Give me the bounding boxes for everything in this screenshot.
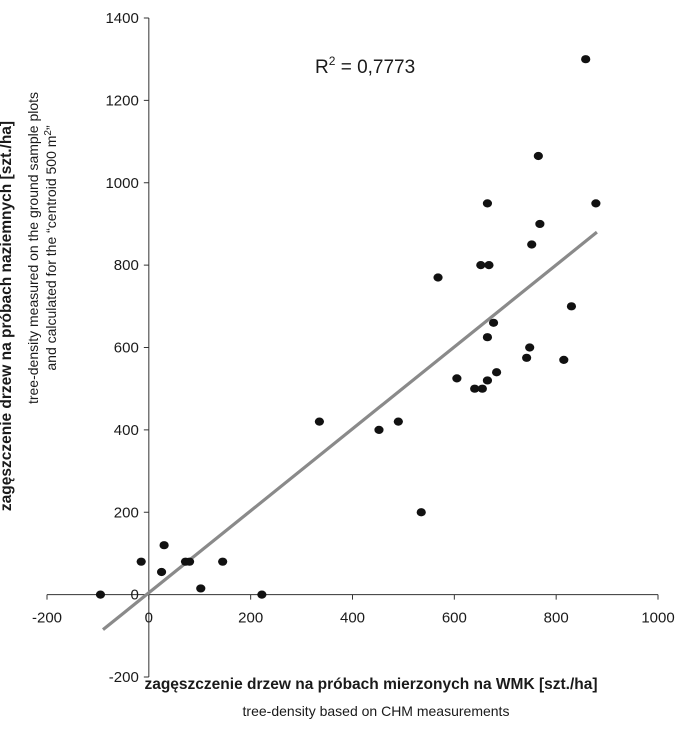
data-point (488, 318, 499, 327)
data-point (433, 273, 443, 282)
x-ticks: -200 0 200 400 600 800 1000 (32, 594, 675, 627)
data-point (470, 384, 480, 393)
data-point (452, 374, 462, 383)
data-point (196, 584, 206, 593)
data-point (482, 199, 493, 208)
x-tick-label: 0 (145, 610, 153, 627)
y-tick-label: 400 (114, 422, 139, 439)
x-tick-label: 800 (544, 610, 569, 627)
data-point (159, 541, 169, 550)
y-tick-label: 200 (114, 504, 139, 521)
data-point (522, 353, 532, 362)
data-point (559, 355, 569, 364)
data-point (218, 557, 228, 566)
data-point (374, 425, 384, 434)
data-point (491, 368, 502, 377)
data-point (416, 508, 426, 517)
x-tick-label: 400 (340, 610, 365, 627)
data-points (95, 55, 601, 599)
y-tick-label: 800 (114, 257, 139, 274)
x-axis-sublabel: tree-density based on CHM measurements (243, 703, 510, 719)
data-point (156, 567, 167, 577)
data-point (527, 240, 537, 249)
x-tick-label: 200 (238, 610, 263, 627)
data-point (482, 376, 493, 385)
data-point (95, 590, 106, 599)
y-ticks: -200 0 200 400 600 800 1000 1200 1400 (105, 10, 149, 686)
data-point (533, 151, 543, 161)
data-point (535, 219, 545, 229)
data-point (484, 261, 494, 270)
y-axis-sublabel-2: and calculated for the “centroid 500 m2” (43, 125, 59, 371)
r-squared-annotation: R2 = 0,7773 (315, 54, 415, 78)
y-axis-label: zagęszczenie drzew na próbach naziemnych… (0, 121, 15, 511)
y-tick-label: 1400 (105, 10, 138, 27)
y-tick-label: 0 (130, 587, 138, 604)
x-tick-label: -200 (32, 610, 62, 627)
data-point (477, 384, 487, 393)
data-point (581, 55, 591, 64)
y-axis-sublabel-1: tree-density measured on the ground samp… (25, 92, 41, 404)
trendline (102, 230, 598, 631)
x-tick-label: 1000 (641, 610, 674, 627)
data-point (184, 557, 195, 566)
y-tick-label: -200 (109, 669, 139, 686)
data-point (482, 333, 493, 342)
x-axis-label: zagęszczenie drzew na próbach mierzonych… (144, 676, 597, 693)
y-tick-label: 600 (114, 340, 139, 357)
y-tick-label: 1200 (105, 92, 138, 109)
y-tick-label: 1000 (105, 175, 138, 192)
data-point (566, 302, 577, 311)
data-point (136, 557, 146, 566)
data-point (257, 590, 267, 599)
data-point (314, 417, 325, 426)
data-point (525, 343, 535, 352)
data-point (393, 417, 403, 426)
data-point (476, 261, 486, 270)
x-tick-label: 600 (442, 610, 467, 627)
data-point (591, 199, 601, 208)
